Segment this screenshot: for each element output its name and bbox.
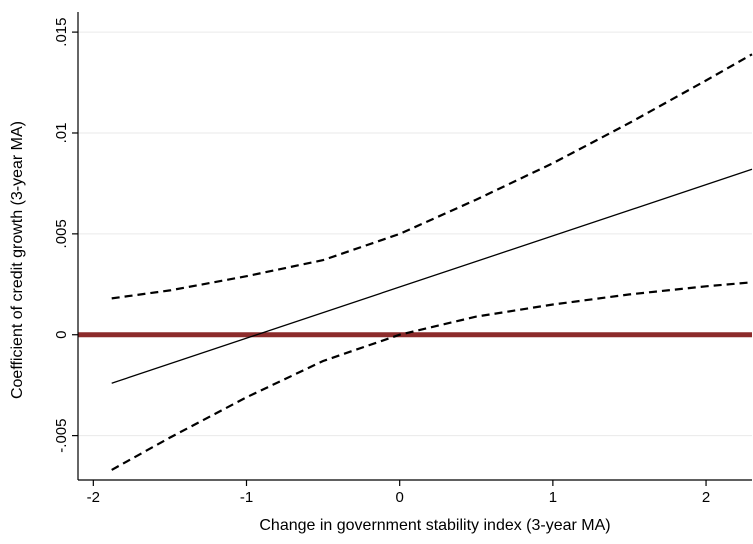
- y-axis-title: Coefficient of credit growth (3-year MA): [9, 121, 26, 399]
- estimate-line: [111, 168, 753, 384]
- series-group: [111, 53, 753, 471]
- x-tick-label-0: -2: [87, 489, 100, 506]
- x-tick-label-4: 2: [702, 489, 710, 506]
- y-tick-label-3: .01: [53, 123, 70, 144]
- x-tick-label-2: 0: [396, 489, 404, 506]
- gridlines: [78, 31, 752, 437]
- upper-ci-line: [111, 53, 753, 300]
- x-tick-label-3: 1: [549, 489, 557, 506]
- y-tick-label-4: .015: [53, 18, 70, 47]
- x-tick-label-1: -1: [240, 489, 253, 506]
- x-axis-title: Change in government stability index (3-…: [259, 517, 610, 534]
- y-tick-label-0: -.005: [53, 419, 70, 453]
- y-tick-label-2: .005: [53, 219, 70, 248]
- axes: -.005 0 .005 .01 .015 -2 -1 0 1 2: [53, 12, 752, 506]
- lower-ci-line: [111, 281, 753, 471]
- y-tick-label-1: 0: [53, 331, 70, 339]
